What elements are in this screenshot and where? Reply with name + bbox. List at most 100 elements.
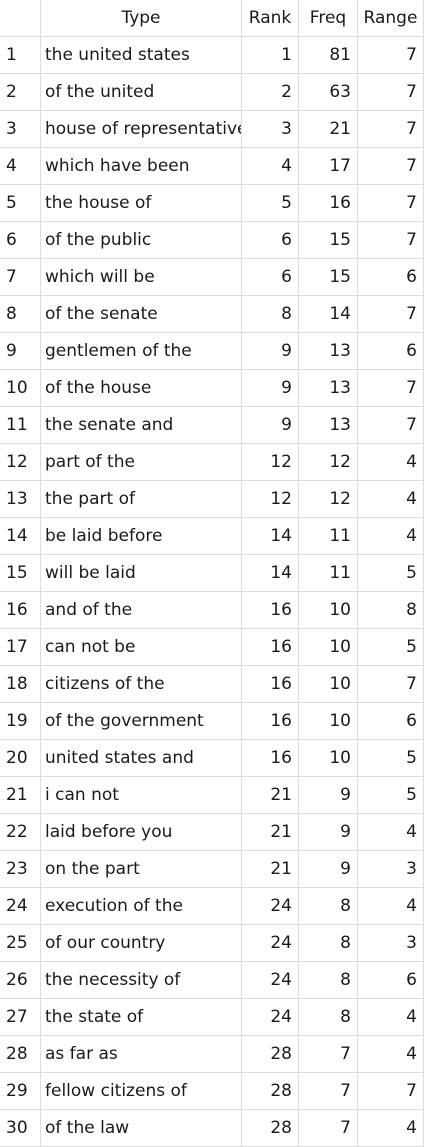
row-number[interactable]: 7 [0, 259, 41, 296]
row-number[interactable]: 22 [0, 814, 41, 851]
cell-range[interactable]: 6 [358, 259, 424, 296]
cell-rank[interactable]: 8 [242, 296, 299, 333]
cell-rank[interactable]: 24 [242, 999, 299, 1036]
row-number[interactable]: 28 [0, 1036, 41, 1073]
cell-range[interactable]: 7 [358, 296, 424, 333]
column-header-rank[interactable]: Rank [242, 0, 299, 37]
cell-type[interactable]: the state of [41, 999, 242, 1036]
cell-rank[interactable]: 24 [242, 888, 299, 925]
cell-rank[interactable]: 21 [242, 851, 299, 888]
cell-freq[interactable]: 9 [299, 851, 358, 888]
cell-freq[interactable]: 9 [299, 777, 358, 814]
cell-range[interactable]: 6 [358, 962, 424, 999]
cell-type[interactable]: of the house [41, 370, 242, 407]
row-number[interactable]: 25 [0, 925, 41, 962]
cell-rank[interactable]: 6 [242, 222, 299, 259]
cell-range[interactable]: 3 [358, 851, 424, 888]
row-number[interactable]: 2 [0, 74, 41, 111]
cell-freq[interactable]: 10 [299, 666, 358, 703]
row-number[interactable]: 11 [0, 407, 41, 444]
cell-freq[interactable]: 14 [299, 296, 358, 333]
cell-range[interactable]: 5 [358, 740, 424, 777]
cell-rank[interactable]: 5 [242, 185, 299, 222]
cell-freq[interactable]: 8 [299, 962, 358, 999]
cell-range[interactable]: 7 [358, 37, 424, 74]
cell-rank[interactable]: 14 [242, 518, 299, 555]
cell-type[interactable]: and of the [41, 592, 242, 629]
cell-range[interactable]: 4 [358, 481, 424, 518]
cell-range[interactable]: 5 [358, 555, 424, 592]
cell-range[interactable]: 4 [358, 999, 424, 1036]
cell-type[interactable]: of our country [41, 925, 242, 962]
cell-rank[interactable]: 1 [242, 37, 299, 74]
row-number[interactable]: 8 [0, 296, 41, 333]
row-number[interactable]: 15 [0, 555, 41, 592]
row-number[interactable]: 18 [0, 666, 41, 703]
cell-freq[interactable]: 12 [299, 444, 358, 481]
row-number[interactable]: 30 [0, 1110, 41, 1147]
cell-rank[interactable]: 4 [242, 148, 299, 185]
cell-type[interactable]: on the part [41, 851, 242, 888]
cell-freq[interactable]: 11 [299, 555, 358, 592]
cell-type[interactable]: the part of [41, 481, 242, 518]
cell-range[interactable]: 7 [358, 222, 424, 259]
cell-type[interactable]: will be laid [41, 555, 242, 592]
cell-rank[interactable]: 6 [242, 259, 299, 296]
row-number[interactable]: 10 [0, 370, 41, 407]
cell-freq[interactable]: 9 [299, 814, 358, 851]
row-number[interactable]: 21 [0, 777, 41, 814]
row-number[interactable]: 3 [0, 111, 41, 148]
cell-rank[interactable]: 16 [242, 629, 299, 666]
column-header-range[interactable]: Range [358, 0, 424, 37]
cell-freq[interactable]: 7 [299, 1036, 358, 1073]
cell-type[interactable]: the united states [41, 37, 242, 74]
cell-rank[interactable]: 24 [242, 925, 299, 962]
row-number[interactable]: 13 [0, 481, 41, 518]
cell-freq[interactable]: 15 [299, 259, 358, 296]
cell-range[interactable]: 4 [358, 814, 424, 851]
row-number[interactable]: 17 [0, 629, 41, 666]
row-number[interactable]: 26 [0, 962, 41, 999]
cell-freq[interactable]: 12 [299, 481, 358, 518]
cell-freq[interactable]: 13 [299, 333, 358, 370]
cell-rank[interactable]: 16 [242, 666, 299, 703]
row-number[interactable]: 27 [0, 999, 41, 1036]
cell-type[interactable]: citizens of the [41, 666, 242, 703]
cell-rank[interactable]: 12 [242, 481, 299, 518]
row-number[interactable]: 20 [0, 740, 41, 777]
cell-range[interactable]: 7 [358, 148, 424, 185]
cell-freq[interactable]: 10 [299, 703, 358, 740]
cell-type[interactable]: of the united [41, 74, 242, 111]
cell-type[interactable]: i can not [41, 777, 242, 814]
row-number[interactable]: 29 [0, 1073, 41, 1110]
row-number[interactable]: 14 [0, 518, 41, 555]
cell-range[interactable]: 7 [358, 111, 424, 148]
cell-freq[interactable]: 8 [299, 925, 358, 962]
cell-type[interactable]: laid before you [41, 814, 242, 851]
cell-type[interactable]: of the law [41, 1110, 242, 1147]
row-number[interactable]: 24 [0, 888, 41, 925]
cell-range[interactable]: 7 [358, 370, 424, 407]
cell-range[interactable]: 5 [358, 629, 424, 666]
cell-freq[interactable]: 13 [299, 407, 358, 444]
cell-freq[interactable]: 63 [299, 74, 358, 111]
cell-rank[interactable]: 28 [242, 1073, 299, 1110]
cell-freq[interactable]: 16 [299, 185, 358, 222]
cell-type[interactable]: the necessity of [41, 962, 242, 999]
cell-freq[interactable]: 17 [299, 148, 358, 185]
cell-range[interactable]: 8 [358, 592, 424, 629]
cell-rank[interactable]: 9 [242, 407, 299, 444]
cell-freq[interactable]: 8 [299, 888, 358, 925]
cell-range[interactable]: 4 [358, 444, 424, 481]
cell-freq[interactable]: 10 [299, 629, 358, 666]
cell-freq[interactable]: 11 [299, 518, 358, 555]
row-number[interactable]: 4 [0, 148, 41, 185]
cell-type[interactable]: united states and [41, 740, 242, 777]
row-number[interactable]: 23 [0, 851, 41, 888]
cell-freq[interactable]: 8 [299, 999, 358, 1036]
cell-freq[interactable]: 81 [299, 37, 358, 74]
cell-type[interactable]: as far as [41, 1036, 242, 1073]
cell-freq[interactable]: 21 [299, 111, 358, 148]
cell-rank[interactable]: 2 [242, 74, 299, 111]
cell-rank[interactable]: 9 [242, 370, 299, 407]
